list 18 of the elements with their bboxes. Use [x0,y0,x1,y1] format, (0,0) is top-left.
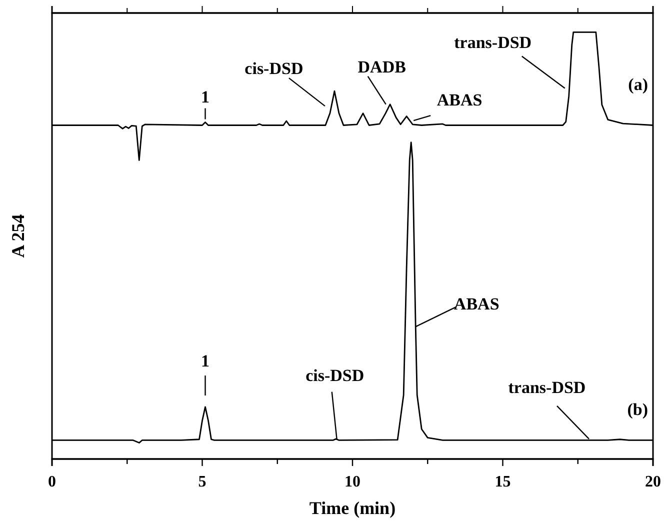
annotation: 1 [201,352,210,371]
annotation: DADB [358,57,406,76]
annotation: cis-DSD [306,366,364,385]
x-tick-label: 20 [645,474,661,491]
x-axis-title: Time (min) [309,498,396,518]
series-label: (a) [628,75,648,94]
annotation: trans-DSD [454,33,532,52]
y-axis-title: A 254 [8,214,28,258]
annotation: 1 [201,87,210,106]
x-tick-label: 5 [198,474,206,491]
x-tick-label: 10 [344,474,360,491]
x-tick-label: 15 [494,474,511,491]
annotation: ABAS [436,90,482,110]
annotation: ABAS [454,294,500,314]
x-tick-label: 0 [48,474,56,491]
series-label: (b) [627,400,648,420]
annotation: cis-DSD [244,59,304,78]
annotation: trans-DSD [508,378,586,397]
